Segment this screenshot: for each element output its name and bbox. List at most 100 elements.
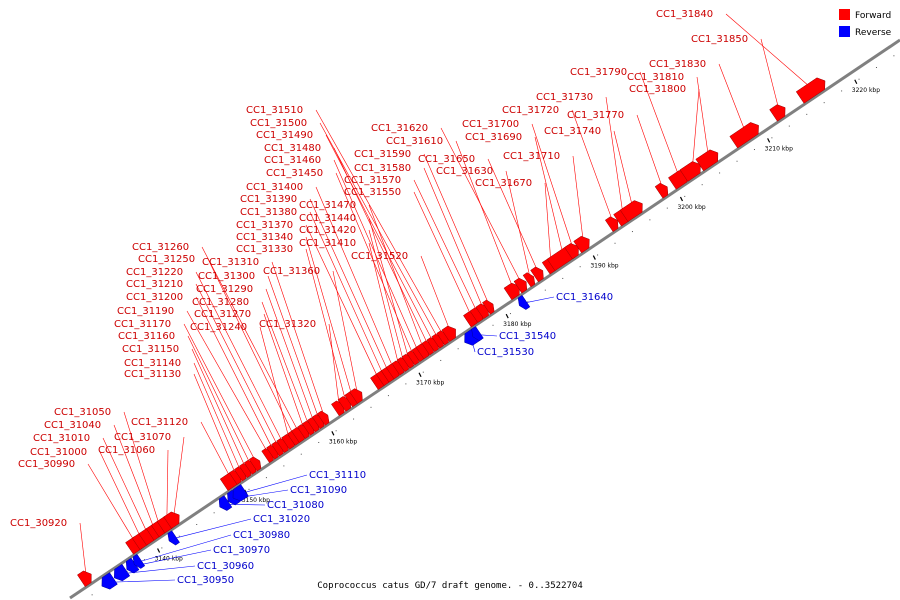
axis-minor-tick [300,453,302,455]
leader-line [531,123,574,250]
gene-label-cc1_31200: CC1_31200 [126,292,183,303]
leader-line [335,172,415,358]
axis-minor-tick [736,160,738,162]
leader-line [420,255,451,333]
axis-minor-tick [597,254,599,256]
gene-label-cc1_31850: CC1_31850 [691,34,748,45]
leader-line [315,186,395,371]
gene-label-cc1_31440: CC1_31440 [299,213,356,224]
gene-label-cc1_31110: CC1_31110 [309,470,366,481]
genome-caption: Coprococcus catus GD/7 draft genome. - 0… [317,581,583,591]
axis-minor-tick [544,289,546,291]
leader-line [309,211,385,378]
leader-line [137,534,232,563]
axis-minor-tick [527,301,529,303]
leader-line [571,109,614,224]
gene-cc1_30970-arrow [125,557,140,574]
gene-cc1_30960-arrow [114,563,131,582]
leader-line [725,13,813,90]
gene-cc1_31110-arrow [232,484,249,502]
leader-line [186,310,270,455]
axis-minor-tick [143,559,145,561]
leader-line [305,224,380,381]
axis-minor-tick [562,277,564,279]
leader-line [605,96,624,217]
gene-label-cc1_31050: CC1_31050 [54,407,111,418]
axis-minor-tick [579,266,581,268]
axis-minor-tick [457,348,459,350]
leader-line [718,63,747,134]
axis-minor-tick [422,371,424,373]
axis-minor-tick [213,512,215,514]
gene-cc1_30920-arrow [77,570,92,587]
leader-line [191,348,247,470]
gene-label-cc1_31280: CC1_31280 [192,297,249,308]
axis-minor-tick [858,78,860,80]
gene-label-cc1_31390: CC1_31390 [240,194,297,205]
gene-cc1_30950-arrow [101,572,118,590]
label-leader-lines [79,13,813,583]
axis-minor-tick [614,242,616,244]
axis-tick-mark [418,372,422,377]
legend-forward-label: Forward [855,11,891,21]
leader-line [305,236,354,399]
axis-tick-mark [331,431,335,436]
gene-cc1_30980-arrow [132,553,146,569]
gene-label-cc1_31310: CC1_31310 [202,257,259,268]
leader-line [193,373,237,477]
gene-label-cc1_31270: CC1_31270 [194,309,251,320]
leader-line [413,179,479,315]
gene-cc1_31710-arrow [573,235,590,254]
gene-cc1_31070-arrow [163,511,180,529]
axis-tick-mark [157,548,161,553]
gene-cc1_31840-arrow [795,77,826,104]
gene-cc1_31610-arrow [503,282,520,301]
gene-label-cc1_31290: CC1_31290 [196,284,253,295]
axis-minor-tick [335,430,337,432]
leader-line [696,76,710,159]
axis-minor-tick [91,594,93,596]
legend-reverse-label: Reverse [855,28,892,38]
axis-tick-label: 3170 kbp [416,380,444,387]
axis-minor-tick [440,359,442,361]
gene-label-cc1_31370: CC1_31370 [236,220,293,231]
leader-line [572,155,584,244]
leader-line [87,463,137,545]
gene-label-cc1_31740: CC1_31740 [544,126,601,137]
gene-label-cc1_31220: CC1_31220 [126,267,183,278]
gene-label-cc1_31250: CC1_31250 [138,254,195,265]
gene-label-cc1_31650: CC1_31650 [418,154,475,165]
leader-line [201,246,300,435]
leader-line [195,283,280,449]
gene-label-cc1_30990: CC1_30990 [18,459,75,470]
gene-label-cc1_31330: CC1_31330 [236,244,293,255]
gene-cc1_31810-arrow [695,149,719,172]
leader-line [455,140,515,291]
gene-label-cc1_31380: CC1_31380 [240,207,297,218]
gene-label-cc1_31000: CC1_31000 [30,447,87,458]
axis-tick-mark [854,79,858,85]
gene-label-cc1_31160: CC1_31160 [118,331,175,342]
gene-label-cc1_31670: CC1_31670 [475,178,532,189]
axis-minor-tick [283,465,285,467]
gene-label-cc1_31090: CC1_31090 [290,485,347,496]
gene-cc1_31170-arrow [248,456,262,472]
gene-label-cc1_31080: CC1_31080 [267,500,324,511]
leader-line [325,134,435,344]
gene-label-cc1_31060: CC1_31060 [98,445,155,456]
gene-label-cc1_31640: CC1_31640 [556,292,613,303]
gene-label-cc1_31470: CC1_31470 [299,200,356,211]
axis-tick-label: 3220 kbp [852,87,880,94]
axis-minor-tick [265,477,267,479]
gene-label-cc1_31340: CC1_31340 [236,232,293,243]
genome-axis-line [69,38,900,600]
gene-label-cc1_31120: CC1_31120 [131,417,188,428]
gene-label-cc1_31070: CC1_31070 [114,432,171,443]
gene-cc1_31630-arrow [522,272,536,288]
gene-label-cc1_30980: CC1_30980 [233,530,290,541]
gene-label-cc1_31530: CC1_31530 [477,347,534,358]
axis-minor-tick [788,125,790,127]
axis-minor-tick [248,488,250,490]
gene-label-cc1_31610: CC1_31610 [386,136,443,147]
